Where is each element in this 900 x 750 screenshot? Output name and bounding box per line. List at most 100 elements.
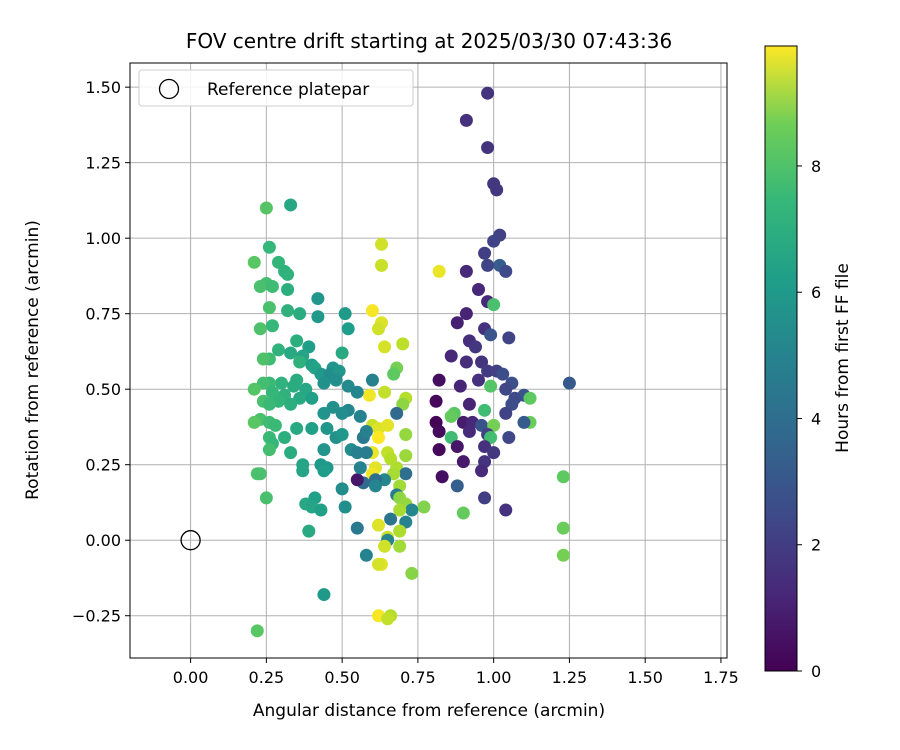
data-point bbox=[265, 319, 279, 333]
x-axis-label: Angular distance from reference (arcmin) bbox=[253, 701, 605, 721]
colorbar-tick-label: 0 bbox=[811, 662, 821, 681]
y-tick-label: 0.50 bbox=[85, 380, 121, 399]
data-point bbox=[371, 431, 385, 445]
data-point bbox=[459, 264, 473, 278]
data-point bbox=[432, 264, 446, 278]
data-point bbox=[256, 352, 270, 366]
data-point bbox=[459, 355, 473, 369]
data-point bbox=[284, 446, 298, 460]
data-point bbox=[556, 521, 570, 535]
x-tick-label: 0.25 bbox=[249, 668, 285, 687]
data-point bbox=[335, 427, 349, 441]
data-point bbox=[478, 403, 492, 417]
data-point bbox=[365, 304, 379, 318]
data-point bbox=[487, 446, 501, 460]
data-point bbox=[472, 283, 486, 297]
data-point bbox=[381, 612, 395, 626]
x-tick-label: 1.00 bbox=[476, 668, 512, 687]
data-point bbox=[556, 470, 570, 484]
data-point bbox=[381, 418, 395, 432]
data-point bbox=[432, 373, 446, 387]
data-point bbox=[487, 298, 501, 312]
data-point bbox=[456, 455, 470, 469]
data-point bbox=[396, 337, 410, 351]
data-point bbox=[311, 310, 325, 324]
data-point bbox=[393, 524, 407, 538]
data-point bbox=[375, 258, 389, 272]
data-point bbox=[320, 421, 334, 435]
data-point bbox=[523, 391, 537, 405]
data-point bbox=[262, 397, 276, 411]
data-point bbox=[484, 328, 498, 342]
data-point bbox=[290, 334, 304, 348]
data-point bbox=[453, 379, 467, 393]
data-point bbox=[462, 397, 476, 411]
data-point bbox=[284, 346, 298, 360]
data-point bbox=[459, 307, 473, 321]
data-point bbox=[293, 307, 307, 321]
x-tick-label: 0.50 bbox=[324, 668, 360, 687]
data-point bbox=[435, 470, 449, 484]
y-tick-label: 1.00 bbox=[85, 229, 121, 248]
data-point bbox=[271, 343, 285, 357]
data-point bbox=[459, 113, 473, 127]
legend-label-reference: Reference platepar bbox=[207, 80, 369, 100]
data-point bbox=[259, 491, 273, 505]
data-point bbox=[444, 409, 458, 423]
data-point bbox=[329, 373, 343, 387]
data-point bbox=[281, 283, 295, 297]
data-point bbox=[371, 557, 385, 571]
y-tick-label: 0.00 bbox=[85, 531, 121, 550]
data-point bbox=[399, 449, 413, 463]
data-point bbox=[296, 464, 310, 478]
data-point bbox=[432, 443, 446, 457]
data-point bbox=[335, 482, 349, 496]
data-point bbox=[284, 198, 298, 212]
data-point bbox=[387, 367, 401, 381]
x-tick-label: 1.50 bbox=[627, 668, 663, 687]
x-tick-label: 1.25 bbox=[552, 668, 588, 687]
data-point bbox=[371, 518, 385, 532]
data-point bbox=[305, 421, 319, 435]
data-point bbox=[278, 431, 292, 445]
data-point bbox=[317, 376, 331, 390]
data-point bbox=[487, 234, 501, 248]
y-tick-label: 0.75 bbox=[85, 305, 121, 324]
data-point bbox=[247, 415, 261, 429]
data-point bbox=[517, 415, 531, 429]
data-point bbox=[317, 443, 331, 457]
colorbar-tick-label: 4 bbox=[811, 409, 821, 428]
data-point bbox=[450, 440, 464, 454]
data-point bbox=[341, 322, 355, 336]
data-point bbox=[405, 566, 419, 580]
colorbar-ticks: 0 2 4 6 8 bbox=[797, 157, 821, 681]
data-point bbox=[302, 524, 316, 538]
data-point bbox=[338, 500, 352, 514]
data-point bbox=[253, 280, 267, 294]
y-tick-label: 1.25 bbox=[85, 154, 121, 173]
data-point bbox=[417, 500, 431, 514]
data-point bbox=[268, 418, 282, 432]
colorbar-tick-label: 8 bbox=[811, 157, 821, 176]
data-point bbox=[262, 443, 276, 457]
legend-marker-reference bbox=[158, 78, 180, 100]
data-point bbox=[262, 301, 276, 315]
data-point bbox=[405, 503, 419, 517]
data-point bbox=[365, 373, 379, 387]
data-point bbox=[478, 491, 492, 505]
data-point bbox=[393, 503, 407, 517]
data-point bbox=[350, 385, 364, 399]
colorbar-tick-label: 2 bbox=[811, 536, 821, 555]
data-point bbox=[262, 240, 276, 254]
data-point bbox=[275, 376, 289, 390]
legend-box bbox=[138, 69, 414, 107]
colorbar-tick-label: 6 bbox=[811, 283, 821, 302]
data-point bbox=[317, 464, 331, 478]
reference-platepar-marker bbox=[180, 530, 201, 551]
data-point bbox=[490, 183, 504, 197]
y-tick-label: 0.25 bbox=[85, 456, 121, 475]
data-point bbox=[481, 86, 495, 100]
plot-frame bbox=[129, 62, 728, 659]
data-point bbox=[305, 391, 319, 405]
